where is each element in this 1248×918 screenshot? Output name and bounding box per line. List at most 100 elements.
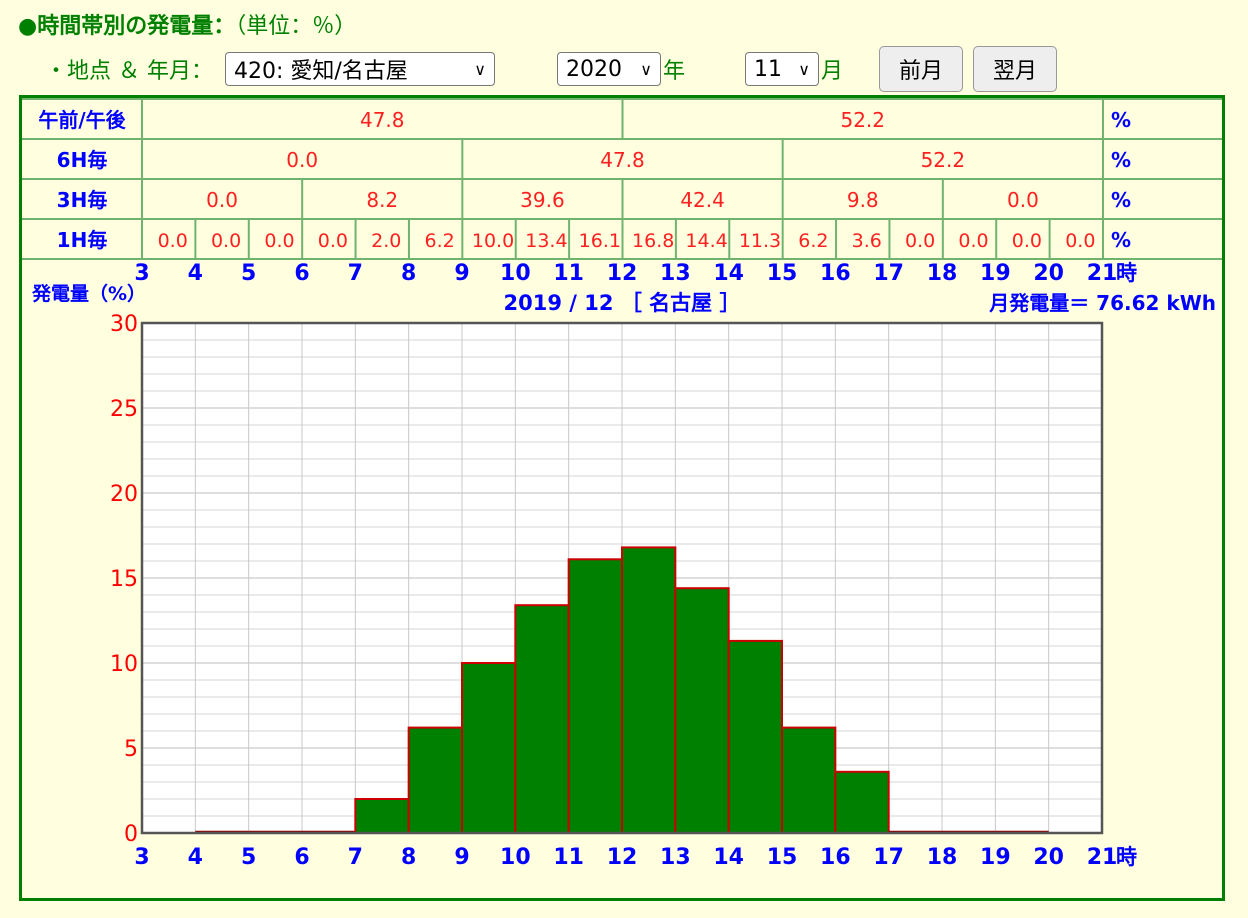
x-tick-label: 5 <box>241 845 256 870</box>
percent-sign: % <box>1111 148 1131 172</box>
table-cell: 52.2 <box>840 108 885 132</box>
table-cell: 47.8 <box>360 108 405 132</box>
table-cell: 39.6 <box>520 188 565 212</box>
x-tick-label-top: 12 <box>607 261 638 286</box>
table-cell: 2.0 <box>371 230 401 252</box>
table-cell: 16.8 <box>632 230 674 252</box>
table-cell: 0.0 <box>958 230 988 252</box>
table-cell: 52.2 <box>921 148 966 172</box>
table-cell: 0.0 <box>158 230 188 252</box>
unit-text: （単位：％） <box>235 14 357 39</box>
x-tick-label: 19 <box>980 845 1011 870</box>
x-tick-label: 21 <box>1087 845 1118 870</box>
table-cell: 0.0 <box>211 230 241 252</box>
x-tick-label: 13 <box>660 845 691 870</box>
plot-border <box>140 321 1104 835</box>
bar <box>514 604 570 835</box>
x-tick-label-top: 16 <box>820 261 851 286</box>
x-tick-label-top: 19 <box>980 261 1011 286</box>
x-tick-label-top: 21 <box>1087 261 1118 286</box>
percent-sign: % <box>1111 108 1131 132</box>
table-cell: 14.4 <box>685 230 727 252</box>
x-tick-label-top: 18 <box>927 261 958 286</box>
table-row-label: 3H毎 <box>57 188 108 212</box>
x-tick-label-top: 14 <box>713 261 744 286</box>
x-tick-label-top: 7 <box>348 261 363 286</box>
x-tick-label: 9 <box>454 845 469 870</box>
x-tick-label: 7 <box>348 845 363 870</box>
table-cell: 0.0 <box>318 230 348 252</box>
table-row-label: 6H毎 <box>57 148 108 172</box>
prev-month-button[interactable]: 前月 <box>879 46 964 92</box>
table-cell: 0.0 <box>286 148 318 172</box>
x-tick-label: 6 <box>294 845 309 870</box>
year-label: 年 <box>663 59 686 84</box>
y-tick-label: 25 <box>110 397 138 422</box>
y-tick-label: 5 <box>124 737 138 762</box>
x-tick-label-top: 11 <box>553 261 584 286</box>
x-tick-label: 16 <box>820 845 851 870</box>
bar <box>834 770 890 834</box>
table-row-label: 1H毎 <box>57 228 108 252</box>
x-tick-label-top: 13 <box>660 261 691 286</box>
table-cell: 0.0 <box>206 188 238 212</box>
x-tick-label-top: 4 <box>188 261 203 286</box>
year-select[interactable]: 2020 ∨ <box>557 52 661 86</box>
table-cell: 0.0 <box>1007 188 1039 212</box>
x-tick-label-top: 20 <box>1033 261 1064 286</box>
table-cell: 8.2 <box>366 188 398 212</box>
y-axis-label: 発電量（%） <box>31 282 146 305</box>
x-tick-label-top: 6 <box>294 261 309 286</box>
month-select[interactable]: 11 ∨ <box>745 52 820 86</box>
table-cell: 3.6 <box>852 230 882 252</box>
y-tick-label: 15 <box>110 567 138 592</box>
table-cell: 11.3 <box>739 230 781 252</box>
x-tick-label: 12 <box>607 845 638 870</box>
location-prefix: ・地点 ＆ 年月： <box>45 59 213 84</box>
y-tick-label: 10 <box>110 652 138 677</box>
percent-sign: % <box>1111 228 1131 252</box>
table-cell: 0.0 <box>1012 230 1042 252</box>
bar <box>567 558 624 834</box>
table-cell: 0.0 <box>905 230 935 252</box>
location-select[interactable]: 420: 愛知/名古屋 ∨ <box>225 52 495 86</box>
bar <box>621 546 677 835</box>
x-tick-label: 8 <box>401 845 416 870</box>
month-value: 11 <box>754 56 783 82</box>
table-cell: 47.8 <box>600 148 645 172</box>
x-tick-label: 20 <box>1033 845 1064 870</box>
y-tick-label: 20 <box>110 482 138 507</box>
x-tick-label: 15 <box>767 845 798 870</box>
bar <box>354 798 410 834</box>
controls-bar: ・地点 ＆ 年月： 420: 愛知/名古屋 ∨ 2020 ∨ 年 11 ∨ 月 … <box>45 44 1058 94</box>
month-label: 月 <box>821 59 844 84</box>
chevron-down-icon: ∨ <box>798 59 811 79</box>
location-value: 420: 愛知/名古屋 <box>234 59 408 84</box>
x-tick-label: 17 <box>873 845 904 870</box>
percent-sign: % <box>1111 188 1131 212</box>
x-tick-label: 14 <box>713 845 744 870</box>
year-value: 2020 <box>566 56 622 82</box>
chart-subtitle: 2019 / 12 ［ 名古屋 ］ <box>504 291 741 315</box>
bar <box>674 587 730 835</box>
x-tick-label: 4 <box>188 845 203 870</box>
table-cell: 9.8 <box>847 188 879 212</box>
x-tick-label-top: 9 <box>454 261 469 286</box>
x-unit: 時 <box>1116 845 1137 869</box>
table-cell: 13.4 <box>525 230 567 252</box>
x-tick-label-top: 10 <box>500 261 531 286</box>
x-tick-label-top: 3 <box>134 261 149 286</box>
table-cell: 0.0 <box>264 230 294 252</box>
next-month-button[interactable]: 翌月 <box>973 46 1058 92</box>
bar <box>781 726 837 834</box>
result-frame <box>19 95 1225 901</box>
table-cell: 0.0 <box>1065 230 1095 252</box>
bar <box>727 639 784 835</box>
x-tick-label: 11 <box>553 845 584 870</box>
table-row-label: 午前/午後 <box>38 108 126 132</box>
bar <box>461 662 517 834</box>
table-cell: 6.2 <box>798 230 828 252</box>
x-tick-label-top: 5 <box>241 261 256 286</box>
bar <box>407 726 463 834</box>
page-title: ●時間帯別の発電量：（単位：％） <box>18 8 356 40</box>
